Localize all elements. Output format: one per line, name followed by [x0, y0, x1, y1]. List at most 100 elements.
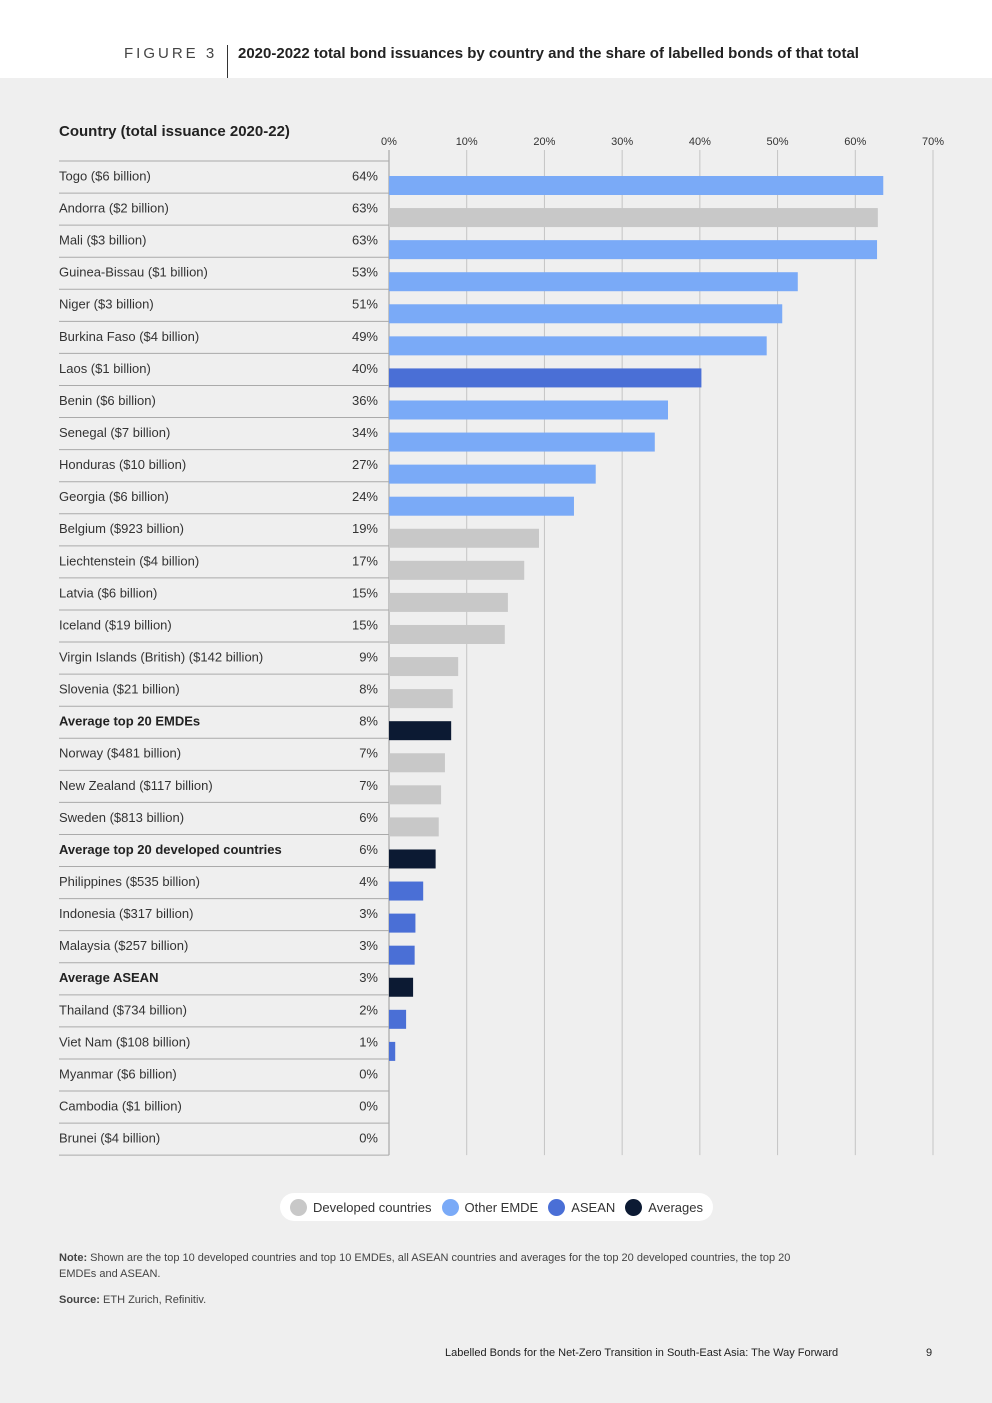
- x-tick-label: 40%: [689, 136, 711, 148]
- legend-item: ASEAN: [548, 1198, 615, 1216]
- footer-title: Labelled Bonds for the Net-Zero Transiti…: [445, 1347, 749, 1359]
- value-label: 15%: [352, 585, 378, 600]
- value-label: 64%: [352, 168, 378, 183]
- footer-subtitle: The Way Forward: [751, 1347, 839, 1359]
- category-label: Average ASEAN: [59, 970, 158, 985]
- bar: [389, 496, 574, 516]
- category-label: Honduras ($10 billion): [59, 457, 186, 472]
- value-label: 8%: [359, 682, 378, 697]
- value-label: 34%: [352, 425, 378, 440]
- legend-item: Averages: [625, 1198, 703, 1216]
- source-text: ETH Zurich, Refinitiv.: [103, 1294, 207, 1306]
- bar: [389, 400, 668, 420]
- category-label: Sweden ($813 billion): [59, 810, 184, 825]
- legend-item: Other EMDE: [441, 1198, 539, 1216]
- bar: [389, 528, 539, 548]
- category-label: Average top 20 EMDEs: [59, 714, 200, 729]
- category-label: Viet Nam ($108 billion): [59, 1034, 190, 1049]
- bar: [389, 945, 415, 965]
- legend-item: Developed countries: [290, 1198, 432, 1216]
- note-label: Note:: [59, 1252, 88, 1264]
- bar: [389, 560, 525, 580]
- value-label: 2%: [359, 1002, 378, 1017]
- bar: [389, 176, 884, 195]
- value-label: 9%: [359, 649, 378, 664]
- value-label: 63%: [352, 233, 378, 248]
- bar: [389, 1041, 396, 1061]
- x-tick-label: 10%: [456, 136, 478, 148]
- source-label: Source:: [59, 1294, 100, 1306]
- x-tick-label: 50%: [767, 136, 789, 148]
- bar: [389, 592, 508, 612]
- note-text: Shown are the top 10 developed countries…: [59, 1252, 791, 1280]
- category-label: Niger ($3 billion): [59, 297, 154, 312]
- legend-swatch: [441, 1198, 459, 1216]
- category-label: Mali ($3 billion): [59, 233, 146, 248]
- bar: [389, 368, 702, 388]
- legend-swatch: [290, 1198, 307, 1216]
- chart: Country (total issuance 2020-22) 0% 10% 20…: [59, 123, 944, 1156]
- bar: [389, 913, 416, 933]
- category-label: Average top 20 developed countries: [59, 842, 282, 857]
- category-label: Benin ($6 billion): [59, 393, 156, 408]
- value-label: 24%: [352, 489, 378, 504]
- category-label: New Zealand ($117 billion): [59, 778, 213, 793]
- category-label: Belgium ($923 billion): [59, 521, 184, 536]
- legend-swatch: [625, 1198, 643, 1216]
- value-label: 6%: [359, 810, 378, 825]
- category-label: Laos ($1 billion): [59, 361, 151, 376]
- value-label: 1%: [359, 1034, 378, 1049]
- x-tick-label: 70%: [922, 136, 944, 148]
- legend-label: Developed countries: [313, 1199, 432, 1215]
- bar: [389, 977, 414, 997]
- value-label: 0%: [359, 1066, 378, 1081]
- divider: [227, 45, 228, 78]
- category-header: Country (total issuance 2020-22): [59, 123, 290, 140]
- value-label: 40%: [352, 361, 378, 376]
- category-label: Latvia ($6 billion): [59, 585, 157, 600]
- category-label: Indonesia ($317 billion): [59, 906, 193, 921]
- category-label: Guinea-Bissau ($1 billion): [59, 265, 208, 280]
- category-label: Malaysia ($257 billion): [59, 938, 188, 953]
- header: FIGURE 3 2020-2022 total bond issuances …: [0, 0, 992, 78]
- value-label: 51%: [352, 297, 378, 312]
- bar: [389, 336, 767, 356]
- bar: [389, 817, 439, 837]
- value-label: 4%: [359, 874, 378, 889]
- bar: [389, 753, 445, 773]
- value-label: 36%: [352, 393, 378, 408]
- bar: [389, 304, 783, 324]
- legend-swatch: [548, 1198, 566, 1216]
- page-number: 9: [926, 1347, 933, 1359]
- x-tick-label: 20%: [533, 136, 555, 148]
- value-label: 19%: [352, 521, 378, 536]
- bar: [389, 240, 878, 260]
- legend-label: Other EMDE: [464, 1199, 539, 1215]
- bar: [389, 881, 424, 901]
- value-label: 63%: [352, 201, 378, 216]
- figure-title: 2020-2022 total bond issuances by countr…: [238, 45, 859, 62]
- legend-label: Averages: [648, 1199, 703, 1215]
- bar: [389, 1009, 407, 1029]
- bar: [389, 464, 596, 484]
- value-label: 53%: [352, 265, 378, 280]
- value-label: 7%: [359, 778, 378, 793]
- category-label: Myanmar ($6 billion): [59, 1066, 177, 1081]
- value-label: 27%: [352, 457, 378, 472]
- value-label: 8%: [359, 714, 378, 729]
- source: Source: ETH Zurich, Refinitiv.: [59, 1292, 206, 1308]
- category-label: Thailand ($734 billion): [59, 1002, 187, 1017]
- bar: [389, 432, 655, 452]
- value-label: 3%: [359, 970, 378, 985]
- category-label: Iceland ($19 billion): [59, 617, 172, 632]
- category-label: Philippines ($535 billion): [59, 874, 200, 889]
- x-tick-label: 30%: [611, 136, 633, 148]
- bar: [389, 689, 453, 709]
- category-label: Slovenia ($21 billion): [59, 682, 180, 697]
- value-label: 49%: [352, 329, 378, 344]
- value-label: 7%: [359, 746, 378, 761]
- category-label: Liechtenstein ($4 billion): [59, 553, 199, 568]
- legend: Developed countries Other EMDE ASEAN Averag…: [280, 1193, 713, 1221]
- x-tick-label: 60%: [844, 136, 866, 148]
